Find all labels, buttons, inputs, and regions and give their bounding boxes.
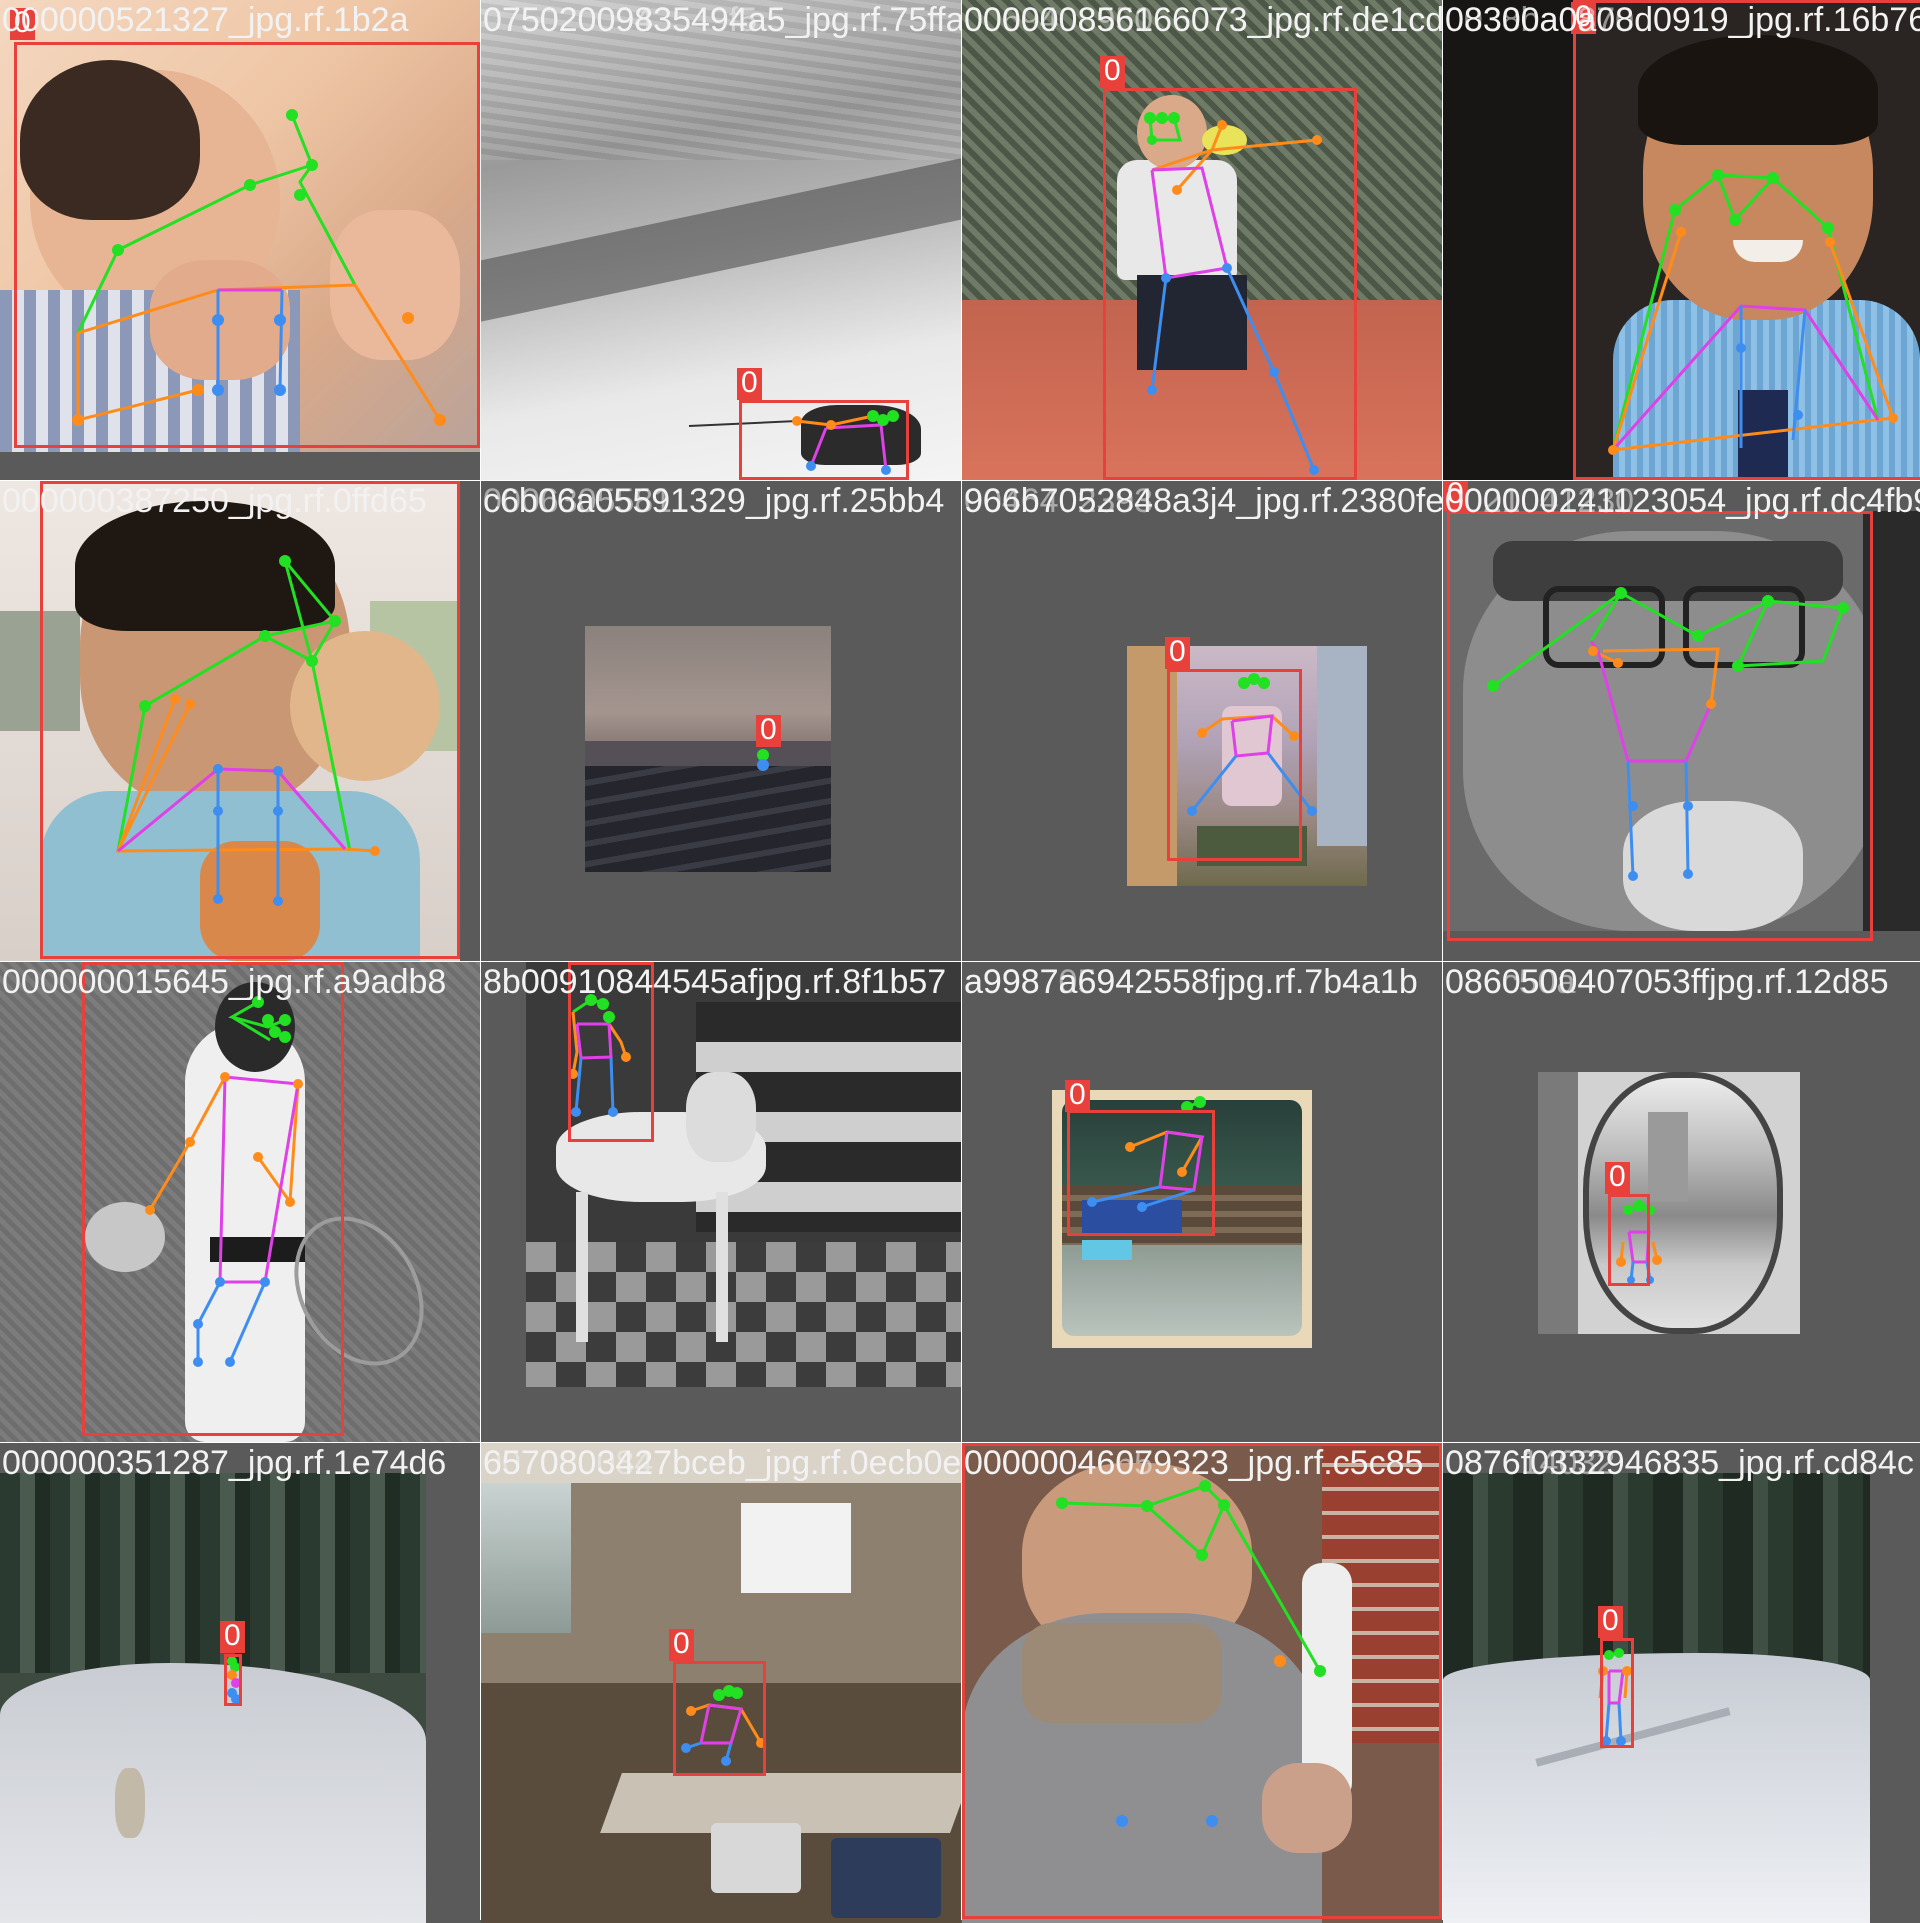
pose-overlay bbox=[1144, 112, 1322, 475]
mosaic-tile: 0 000000521327_jpg.rf.1b2a bbox=[0, 0, 480, 480]
class-label: 0 bbox=[737, 368, 762, 400]
photo-boy-sandwich bbox=[0, 481, 460, 961]
mosaic-tile: 0 0046402393 966b7052848a3j4_jpg.rf.2380… bbox=[962, 481, 1442, 961]
detection-box bbox=[739, 400, 909, 480]
mosaic-tile: 0 0069408950 000000856166073_jpg.rf.de1c… bbox=[962, 0, 1442, 480]
detection-box bbox=[568, 962, 654, 1142]
mosaic-tile: 0 0006305581 c6b06a05591329_jpg.rf.25bb4 bbox=[481, 481, 961, 961]
pose-overlay bbox=[1608, 169, 1898, 455]
pose-overlay bbox=[72, 109, 446, 426]
photo-woman-tennis bbox=[0, 962, 480, 1442]
class-label: 0 bbox=[1165, 637, 1190, 669]
class-label: 0 bbox=[1100, 56, 1125, 88]
mosaic-tile: 0 000000387250_jpg.rf.0ffd65 bbox=[0, 481, 480, 961]
mosaic-tile: 0 000000351287_jpg.rf.1e74d6 bbox=[0, 1443, 480, 1923]
pose-overlay bbox=[757, 749, 769, 771]
pose-overlay bbox=[115, 555, 380, 906]
grid-divider bbox=[1442, 0, 1443, 1920]
mosaic-tile: 0 a99870594 a9987a6942558fjpg.rf.7b4a1b bbox=[962, 962, 1442, 1442]
pose-overlay bbox=[227, 1656, 241, 1704]
grid-divider bbox=[961, 0, 962, 1920]
class-label: 0 bbox=[1065, 1080, 1090, 1112]
detection-box bbox=[1608, 1194, 1650, 1286]
photo-man-glasses bbox=[1443, 511, 1920, 931]
photo-man-icecream bbox=[962, 1443, 1442, 1923]
photo-snowy-forest bbox=[0, 1473, 426, 1923]
detection-box bbox=[1067, 1110, 1215, 1236]
detection-box bbox=[82, 962, 344, 1436]
mosaic-tile: 0 0070800847 6570803427bceb_jpg.rf.0ecb0… bbox=[481, 1443, 961, 1923]
class-label: 0 bbox=[1443, 481, 1468, 511]
detection-box bbox=[1167, 669, 1302, 861]
pose-overlay bbox=[688, 410, 899, 475]
photo-convex-mirror bbox=[1538, 1072, 1800, 1334]
mosaic-tile: 0 0000004665 00000046079323_jpg.rf.c5c85 bbox=[962, 1443, 1442, 1923]
detection-box bbox=[40, 481, 460, 959]
pose-overlay bbox=[1598, 1648, 1632, 1746]
pose-overlay bbox=[568, 994, 631, 1117]
class-label: 0 bbox=[669, 1629, 694, 1661]
pose-overlay bbox=[145, 996, 303, 1367]
grid-divider bbox=[0, 961, 1920, 962]
mosaic-tile: 0 0750200943549f5 07502009835494a5_jpg.r… bbox=[481, 0, 961, 480]
class-label: 0 bbox=[1598, 1606, 1623, 1638]
class-label: 0 bbox=[756, 715, 781, 747]
mosaic-tile: 0 086c50a 0860500407053ffjpg.rf.12d85 bbox=[1443, 962, 1920, 1442]
pose-overlay bbox=[1056, 1480, 1326, 1827]
photo-smiling-boy bbox=[1443, 0, 1920, 480]
detection-box bbox=[673, 1661, 766, 1776]
photo-classroom bbox=[481, 1443, 961, 1923]
mosaic-tile: 0 087614032 0876f0332946835_jpg.rf.cd84c bbox=[1443, 1443, 1920, 1923]
detection-box bbox=[1573, 0, 1920, 480]
mosaic-tile: 0 0038ba0870 08300a0a08d0919_jpg.rf.16b7… bbox=[1443, 0, 1920, 480]
detection-box bbox=[962, 1443, 1442, 1919]
photo-river-boats bbox=[585, 626, 831, 872]
photo-dalmatian-market bbox=[526, 962, 961, 1387]
pose-overlay bbox=[1616, 1200, 1662, 1284]
detection-box bbox=[224, 1654, 242, 1706]
grid-divider bbox=[480, 0, 481, 1920]
mosaic-tile: 0 0021041230 000000241123054_jpg.rf.dc4f… bbox=[1443, 481, 1920, 961]
detection-box bbox=[1103, 88, 1357, 480]
grid-divider bbox=[0, 1442, 1920, 1443]
pose-overlay bbox=[681, 1685, 766, 1766]
class-label: 0 bbox=[10, 8, 35, 40]
detection-box bbox=[1447, 511, 1873, 941]
pose-overlay bbox=[1487, 587, 1849, 881]
grid-divider bbox=[0, 480, 1920, 481]
class-label: 0 bbox=[220, 1621, 245, 1653]
pose-overlay bbox=[1187, 673, 1317, 816]
detection-box bbox=[14, 42, 480, 448]
mosaic-tile: 0 8b0091034 8b00910844545afjpg.rf.8f1b57 bbox=[481, 962, 961, 1442]
class-label: 0 bbox=[1605, 1162, 1630, 1194]
photo-tennis-court bbox=[962, 0, 1442, 480]
photo-snowy-woods bbox=[1443, 1473, 1870, 1923]
mosaic-tile: 0 000000015645_jpg.rf.a9adb8 bbox=[0, 962, 480, 1442]
class-label: 0 bbox=[1571, 2, 1596, 34]
detection-box bbox=[1600, 1638, 1634, 1748]
